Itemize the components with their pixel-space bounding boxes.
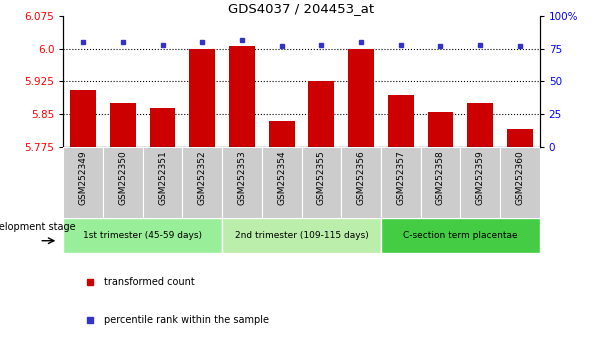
Text: C-section term placentae: C-section term placentae xyxy=(403,231,517,240)
Text: GSM252350: GSM252350 xyxy=(118,150,127,205)
Bar xyxy=(348,48,374,147)
Bar xyxy=(229,46,255,147)
Bar xyxy=(388,95,414,147)
Bar xyxy=(222,147,262,218)
Text: GSM252356: GSM252356 xyxy=(356,150,365,205)
Text: GSM252349: GSM252349 xyxy=(78,150,87,205)
Bar xyxy=(63,147,103,218)
Bar xyxy=(507,130,532,147)
Bar xyxy=(467,103,493,147)
Bar xyxy=(460,147,500,218)
Bar xyxy=(428,112,453,147)
Text: 1st trimester (45-59 days): 1st trimester (45-59 days) xyxy=(83,231,202,240)
Bar xyxy=(500,147,540,218)
Text: GSM252357: GSM252357 xyxy=(396,150,405,205)
Text: percentile rank within the sample: percentile rank within the sample xyxy=(104,315,269,325)
Bar xyxy=(341,147,381,218)
Bar xyxy=(421,147,460,218)
Text: GSM252351: GSM252351 xyxy=(158,150,167,205)
Text: transformed count: transformed count xyxy=(104,278,195,287)
Bar xyxy=(110,103,136,147)
Text: GSM252359: GSM252359 xyxy=(476,150,485,205)
Bar xyxy=(189,48,215,147)
Text: GSM252353: GSM252353 xyxy=(238,150,247,205)
Text: 2nd trimester (109-115 days): 2nd trimester (109-115 days) xyxy=(235,231,368,240)
Bar xyxy=(63,218,222,253)
Text: GSM252355: GSM252355 xyxy=(317,150,326,205)
Bar xyxy=(71,90,96,147)
Bar xyxy=(381,218,540,253)
Bar xyxy=(103,147,143,218)
Text: GSM252358: GSM252358 xyxy=(436,150,445,205)
Bar xyxy=(222,218,381,253)
Text: GSM252352: GSM252352 xyxy=(198,150,207,205)
Text: development stage: development stage xyxy=(0,222,76,232)
Bar xyxy=(269,121,294,147)
Bar xyxy=(302,147,341,218)
Bar xyxy=(182,147,222,218)
Text: GSM252360: GSM252360 xyxy=(516,150,525,205)
Title: GDS4037 / 204453_at: GDS4037 / 204453_at xyxy=(229,2,374,15)
Bar xyxy=(262,147,302,218)
Bar xyxy=(309,81,334,147)
Bar xyxy=(150,108,175,147)
Text: GSM252354: GSM252354 xyxy=(277,150,286,205)
Bar xyxy=(381,147,421,218)
Bar xyxy=(143,147,183,218)
